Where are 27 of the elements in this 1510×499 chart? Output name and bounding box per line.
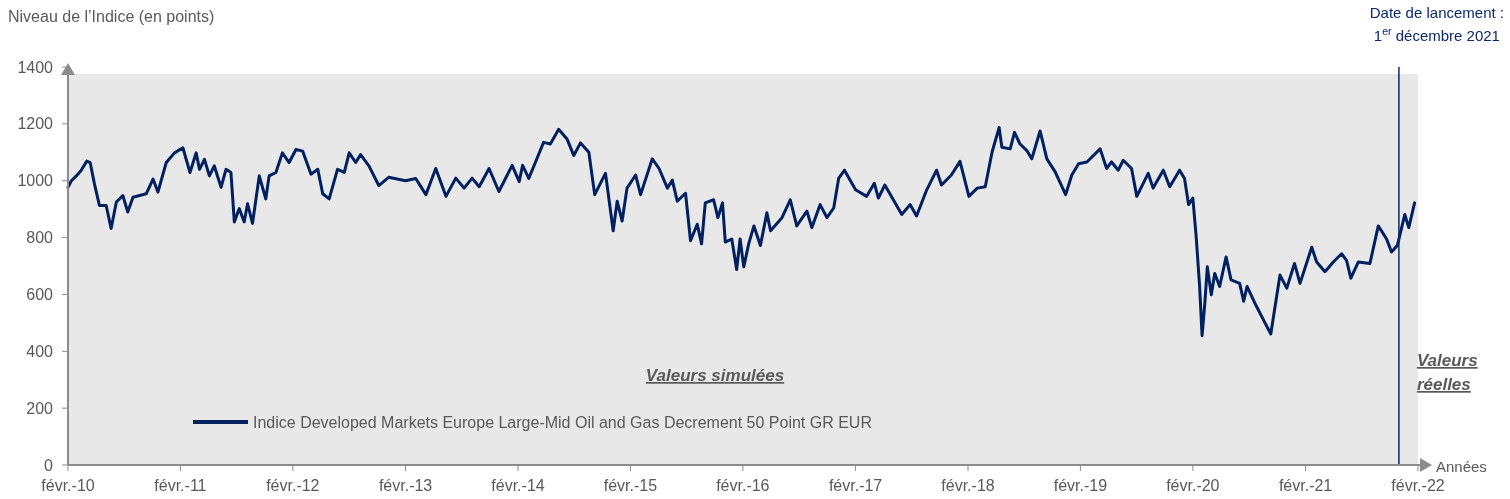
y-tick-label: 400	[26, 342, 54, 360]
x-tick-label: févr.-15	[603, 477, 658, 494]
x-tick-label: févr.-18	[941, 477, 995, 494]
ref-line-label: Date de lancement : 1$^{er}$ décembre 2021	[1369, 4, 1505, 44]
x-tick-label: févr.-22	[1391, 477, 1445, 494]
x-tick-label: févr.-11	[154, 477, 207, 494]
x-tick-label: févr.-16	[716, 477, 770, 494]
x-tick-label: févr.-13	[378, 477, 433, 494]
y-tick-label: 1000	[17, 172, 54, 190]
annotation: Valeurs simulées	[645, 366, 785, 385]
x-tick-label: févr.-21	[1278, 477, 1333, 494]
y-tick-label: 800	[26, 229, 54, 247]
y-axis-title: Niveau de l’Indice (en points)	[8, 8, 215, 25]
x-tick-label: févr.-10	[41, 477, 95, 494]
y-tick-label: 600	[26, 286, 54, 304]
legend-label: Indice Developed Markets Europe Large-Mid Oil and Gas Decrement 50 Point GR EUR	[253, 413, 872, 431]
x-tick-label: févr.-14	[491, 477, 545, 494]
x-tick-label: févr.-19	[1053, 477, 1108, 494]
x-axis-title: Années	[1436, 458, 1487, 475]
y-tick-label: 1400	[17, 58, 54, 76]
x-tick-label: févr.-17	[828, 477, 883, 494]
annotation: Valeurs réelles	[1416, 351, 1478, 394]
y-tick-label: 1200	[17, 115, 54, 133]
y-tick-label: 0	[44, 456, 54, 474]
y-tick-label: 200	[26, 399, 54, 417]
x-tick-label: févr.-12	[266, 477, 320, 494]
x-tick-label: févr.-20	[1166, 477, 1220, 494]
